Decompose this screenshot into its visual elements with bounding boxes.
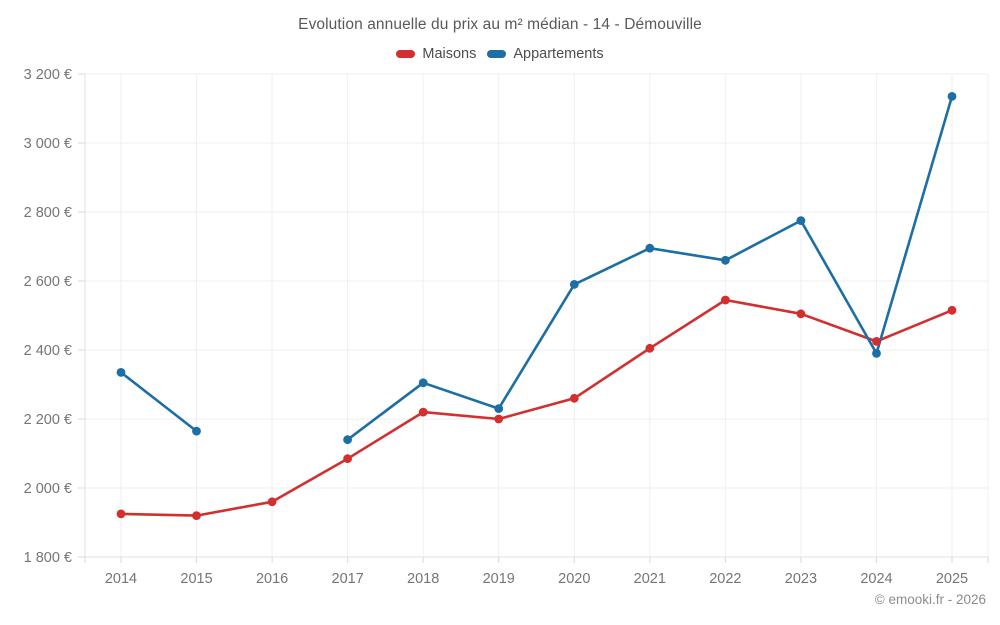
x-axis-label: 2023 — [785, 571, 817, 587]
data-point-maisons-2025[interactable] — [947, 305, 957, 315]
data-point-maisons-2018[interactable] — [418, 407, 428, 417]
data-point-maisons-2024[interactable] — [872, 337, 881, 346]
series-line-appartements — [119, 95, 954, 441]
legend-item-appartements[interactable]: Appartements — [487, 46, 604, 62]
appartements-series-swatch — [487, 50, 507, 58]
data-point-maisons-2020[interactable] — [569, 393, 579, 403]
x-axis-label: 2019 — [483, 571, 515, 587]
data-point-appartements-2021[interactable] — [645, 243, 655, 253]
y-axis-label: 2 600 € — [24, 274, 72, 290]
x-axis-label: 2020 — [558, 571, 590, 587]
data-point-appartements-2018[interactable] — [418, 378, 428, 388]
data-point-appartements-2020[interactable] — [569, 280, 579, 289]
x-axis-label: 2025 — [936, 571, 968, 587]
y-axis-label: 1 800 € — [24, 550, 72, 566]
data-point-appartements-2024[interactable] — [872, 349, 881, 358]
data-point-maisons-2014[interactable] — [116, 509, 126, 519]
legend-item-maisons[interactable]: Maisons — [396, 46, 476, 62]
data-point-maisons-2017[interactable] — [343, 454, 352, 464]
data-point-appartements-2019[interactable] — [494, 404, 504, 413]
data-point-appartements-2015[interactable] — [192, 426, 201, 436]
x-axis-label: 2016 — [256, 571, 288, 587]
x-axis-label: 2015 — [180, 571, 212, 587]
x-axis-label: 2024 — [860, 571, 892, 587]
data-point-appartements-2022[interactable] — [721, 255, 730, 265]
data-point-appartements-2017[interactable] — [343, 435, 352, 445]
chart-legend: Maisons Appartements — [0, 46, 1000, 62]
data-point-maisons-2021[interactable] — [645, 343, 655, 353]
legend-label-maisons: Maisons — [422, 46, 477, 62]
data-point-maisons-2016[interactable] — [267, 497, 277, 507]
legend-label-appartements: Appartements — [513, 46, 604, 62]
x-axis-label: 2021 — [634, 571, 666, 587]
x-axis-label: 2018 — [407, 571, 439, 587]
data-point-appartements-2023[interactable] — [796, 216, 806, 226]
data-point-maisons-2019[interactable] — [494, 414, 504, 424]
maisons-series-swatch — [396, 50, 416, 58]
data-point-appartements-2025[interactable] — [947, 92, 957, 101]
y-axis-label: 3 200 € — [24, 67, 72, 83]
y-axis-label: 2 000 € — [24, 481, 72, 497]
y-axis-label: 2 800 € — [24, 205, 72, 221]
y-axis-label: 2 200 € — [24, 412, 72, 428]
chart-title: Evolution annuelle du prix au m² médian … — [298, 16, 702, 33]
series-line-maisons — [119, 298, 954, 517]
x-axis-label: 2022 — [709, 571, 741, 587]
data-point-maisons-2015[interactable] — [192, 511, 201, 520]
x-axis-label: 2014 — [105, 571, 137, 587]
y-axis-label: 2 400 € — [24, 343, 72, 359]
x-axis-label: 2017 — [332, 571, 364, 587]
data-point-appartements-2014[interactable] — [116, 368, 126, 377]
data-point-maisons-2023[interactable] — [796, 309, 806, 319]
data-point-maisons-2022[interactable] — [721, 295, 730, 305]
y-axis-label: 3 000 € — [24, 136, 72, 152]
watermark: © emooki.fr - 2026 — [874, 592, 986, 607]
